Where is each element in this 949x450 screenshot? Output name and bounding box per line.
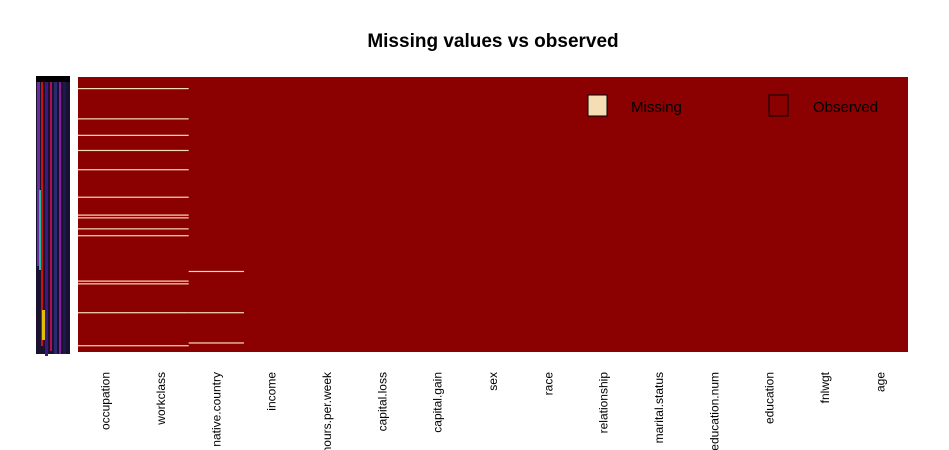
column-label-native-country: native.country (209, 372, 223, 447)
column-labels: occupation workclass native.country income h… (99, 371, 888, 450)
missing-cell (78, 345, 189, 347)
legend-label-missing: Missing (631, 99, 682, 116)
missing-cell (78, 217, 189, 219)
missing-cell (78, 280, 189, 282)
column-label-fnlwgt: fnlwgt (818, 371, 832, 403)
missing-cell (78, 228, 189, 230)
heatmap-grid (78, 77, 908, 352)
missing-cell (188, 312, 244, 314)
legend: Missing Observed (587, 94, 878, 117)
missing-cell (78, 283, 189, 285)
missing-cell (78, 235, 189, 237)
column-label-sex: sex (486, 372, 500, 391)
column-label-relationship: relationship (597, 372, 611, 434)
column-label-age: age (873, 372, 887, 392)
legend-label-observed: Observed (813, 99, 878, 116)
missing-cell (78, 196, 189, 198)
heatmap-background (78, 77, 908, 352)
missing-cell (78, 312, 189, 314)
column-label-marital-status: marital.status (652, 372, 666, 443)
column-label-workclass: workclass (154, 372, 168, 426)
missing-cell (78, 169, 189, 171)
column-label-education: education (763, 372, 777, 424)
chart-title: Missing values vs observed (367, 31, 618, 52)
legend-swatch-missing (587, 94, 608, 117)
column-label-hours-per-week: hours.per.week (320, 371, 334, 450)
column-label-race: race (541, 372, 555, 396)
column-label-capital-gain: capital.gain (431, 372, 445, 433)
missing-cell (78, 88, 189, 90)
missing-cell (78, 134, 189, 136)
column-label-education-num: education.num (707, 372, 721, 450)
legend-swatch-observed (768, 94, 789, 117)
missing-cell (78, 214, 189, 216)
row-dendrogram (36, 76, 70, 356)
missing-cell (188, 342, 244, 344)
missing-cell (188, 270, 244, 273)
column-label-capital-loss: capital.loss (375, 372, 389, 431)
missing-cell (78, 149, 189, 152)
missing-cell (78, 118, 189, 120)
column-label-occupation: occupation (99, 372, 113, 430)
column-label-income: income (265, 372, 279, 411)
